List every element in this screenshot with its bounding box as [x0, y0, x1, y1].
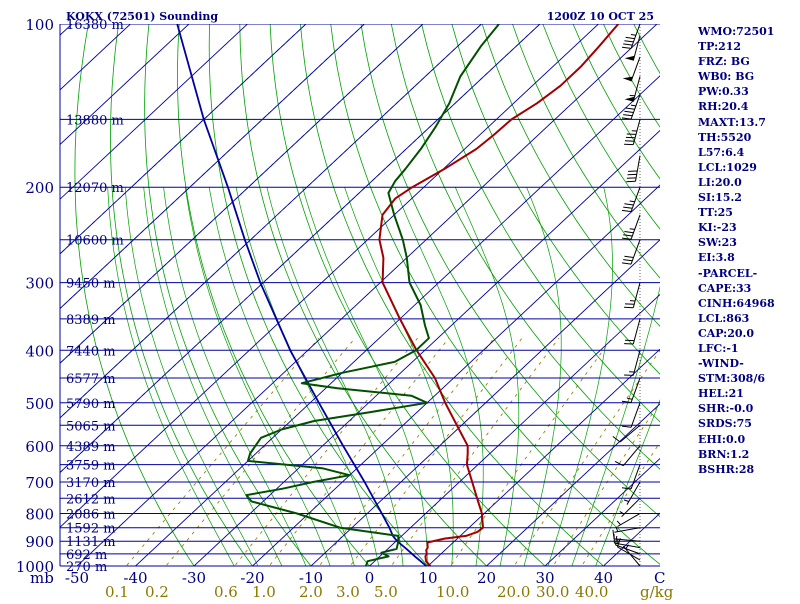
- index-entry: SHR:-0.0: [698, 401, 798, 416]
- temperature-tick-label: -30: [182, 569, 206, 587]
- temperature-tick-label: 10: [418, 569, 437, 587]
- pressure-tick-label: 400: [25, 342, 54, 360]
- height-label: 8389 m: [66, 313, 116, 328]
- index-entry: WMO:72501: [698, 24, 798, 39]
- mixing-ratio-label: 40.0: [575, 583, 608, 600]
- station-title: KOKX (72501) Sounding: [66, 10, 218, 23]
- pressure-tick-label: 300: [25, 275, 54, 293]
- pressure-tick-label: 800: [25, 506, 54, 524]
- index-entry: CAP:20.0: [698, 326, 798, 341]
- pressure-tick-label: 900: [25, 533, 54, 551]
- temperature-tick-label: 20: [477, 569, 496, 587]
- mixing-ratio-label: 30.0: [536, 583, 569, 600]
- height-label: 2086 m: [66, 508, 116, 523]
- height-label: 2612 m: [66, 492, 116, 507]
- index-entry: WB0: BG: [698, 69, 798, 84]
- mixing-ratio-label: 0.1: [105, 583, 129, 600]
- mixing-ratio-label: 5.0: [374, 583, 398, 600]
- pressure-unit-label: mb: [30, 569, 54, 587]
- index-entry: -PARCEL-: [698, 266, 798, 281]
- index-entry: SI:15.2: [698, 190, 798, 205]
- mixing-ratio-label: 20.0: [497, 583, 530, 600]
- index-entry: LCL:1029: [698, 160, 798, 175]
- height-label: 13880 m: [66, 113, 124, 128]
- index-entry: TH:5520: [698, 130, 798, 145]
- height-label: 9450 m: [66, 277, 116, 292]
- index-entry: CINH:64968: [698, 296, 798, 311]
- mixing-ratio-label: 0.6: [214, 583, 238, 600]
- height-label: 3170 m: [66, 476, 116, 491]
- index-entry: LFC:-1: [698, 341, 798, 356]
- mixing-ratio-label: 3.0: [336, 583, 360, 600]
- height-label: 6577 m: [66, 372, 116, 387]
- pressure-tick-label: 500: [25, 395, 54, 413]
- wind-barb-half-flag: [630, 229, 635, 230]
- mixing-ratio-label: 2.0: [299, 583, 323, 600]
- index-entry: -WIND-: [698, 356, 798, 371]
- index-entry: TT:25: [698, 205, 798, 220]
- index-entry: EI:3.8: [698, 250, 798, 265]
- index-entry: LI:20.0: [698, 175, 798, 190]
- index-entry: FRZ: BG: [698, 54, 798, 69]
- mixing-ratio-label: 1.0: [252, 583, 276, 600]
- index-entry: BRN:1.2: [698, 447, 798, 462]
- index-entry: BSHR:28: [698, 462, 798, 477]
- mixing-ratio-unit-label: g/kg: [640, 583, 674, 600]
- index-entry: STM:308/6: [698, 371, 798, 386]
- wind-barb-half-flag: [630, 201, 635, 202]
- index-entry: CAPE:33: [698, 281, 798, 296]
- mixing-ratio-label: 0.2: [145, 583, 169, 600]
- index-entry: KI:-23: [698, 220, 798, 235]
- index-entry: L57:6.4: [698, 145, 798, 160]
- height-label: 3759 m: [66, 459, 116, 474]
- pressure-tick-label: 600: [25, 438, 54, 456]
- index-entry: LCL:863: [698, 311, 798, 326]
- index-entry: HEL:21: [698, 386, 798, 401]
- height-label: 4389 m: [66, 440, 116, 455]
- pressure-tick-label: 200: [25, 179, 54, 197]
- index-entry: SW:23: [698, 235, 798, 250]
- height-label: 7440 m: [66, 344, 116, 359]
- index-entry: EHI:0.0: [698, 432, 798, 447]
- mixing-ratio-label: 10.0: [436, 583, 469, 600]
- observation-time: 1200Z 10 OCT 25: [547, 10, 654, 23]
- index-entry: SRDS:75: [698, 416, 798, 431]
- height-label: 10600 m: [66, 234, 124, 249]
- height-label: 5790 m: [66, 397, 116, 412]
- index-entry: MAXT:13.7: [698, 115, 798, 130]
- index-entry: PW:0.33: [698, 84, 798, 99]
- height-label: 5065 m: [66, 419, 116, 434]
- index-entry: RH:20.4: [698, 99, 798, 114]
- index-entry: TP:212: [698, 39, 798, 54]
- height-label: 12070 m: [66, 181, 124, 196]
- pressure-tick-label: 100: [25, 16, 54, 34]
- pressure-tick-label: 700: [25, 474, 54, 492]
- temperature-tick-label: 0: [365, 569, 375, 587]
- temperature-tick-label: -50: [65, 569, 89, 587]
